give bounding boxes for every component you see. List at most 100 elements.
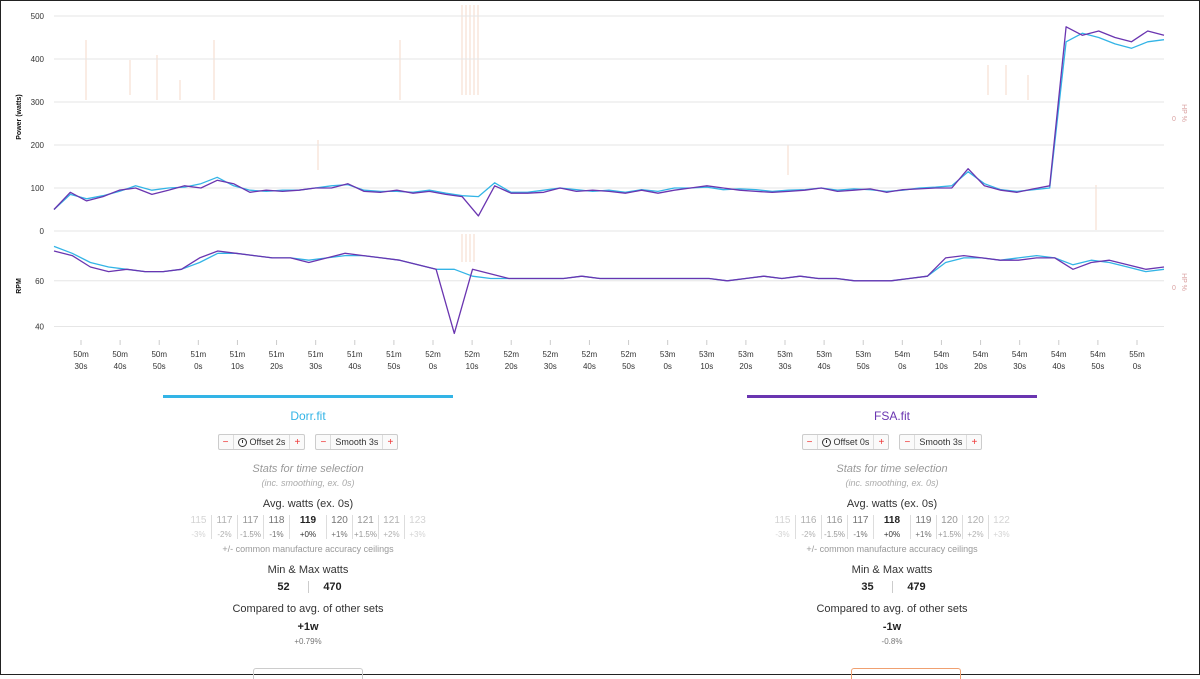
avg-cell: 117 -1% bbox=[847, 515, 873, 539]
x-tick-label: 53m bbox=[660, 350, 676, 359]
file-color-bar bbox=[747, 395, 1037, 398]
avg-cell-percent: -3% bbox=[775, 530, 790, 539]
time-axis: 50m 30s 50m 40s 50m 50s 51m 0s 51m 10s 51m 20s 51m 30… bbox=[73, 340, 1145, 371]
x-tick-label: 20s bbox=[974, 362, 987, 371]
avg-title: Avg. watts (ex. 0s) bbox=[846, 498, 938, 510]
y-tick-label: 40 bbox=[35, 323, 44, 332]
rpm-chart: 40 60 RPM HP % 0 bbox=[16, 245, 1187, 335]
smooth-plus-button[interactable]: + bbox=[387, 436, 394, 448]
x-tick-label: 0s bbox=[663, 362, 671, 371]
offset-minus-button[interactable]: − bbox=[222, 436, 229, 448]
x-tick-label: 54m bbox=[934, 350, 950, 359]
y-axis-label: RPM bbox=[16, 278, 23, 294]
x-tick-label: 51m bbox=[269, 350, 285, 359]
avg-cell-percent: -1% bbox=[853, 530, 868, 539]
file-name: Dorr.fit bbox=[290, 409, 326, 423]
avg-cell: 117 -2% bbox=[211, 515, 237, 539]
offset-value: Offset 2s bbox=[249, 437, 286, 447]
y-tick-label: 200 bbox=[31, 141, 45, 150]
avg-cell: 121 +1.5% bbox=[352, 515, 378, 539]
avg-cell: 121 +2% bbox=[378, 515, 404, 539]
x-tick-label: 20s bbox=[270, 362, 283, 371]
x-tick-label: 52m bbox=[425, 350, 441, 359]
x-tick-label: 40s bbox=[583, 362, 596, 371]
x-tick-label: 52m bbox=[621, 350, 637, 359]
chart-area[interactable]: 0 100 200 300 400 500 Power (watts) HP % 0 40 60 R… bbox=[0, 0, 1200, 380]
avg-cell: 120 +1.5% bbox=[936, 515, 962, 539]
y-tick-label: 500 bbox=[31, 12, 45, 21]
x-tick-label: 53m bbox=[816, 350, 832, 359]
avg-cell-watts: 123 bbox=[409, 515, 426, 526]
avg-cell-percent: +3% bbox=[993, 530, 1010, 539]
x-tick-label: 40s bbox=[818, 362, 831, 371]
x-tick-label: 54m bbox=[1012, 350, 1028, 359]
x-tick-label: 50s bbox=[857, 362, 870, 371]
x-tick-label: 54m bbox=[1090, 350, 1106, 359]
avg-cell-percent: +2% bbox=[967, 530, 984, 539]
avg-cell-percent: -1.5% bbox=[824, 530, 845, 539]
offset-plus-button[interactable]: + bbox=[294, 436, 301, 448]
avg-cell-watts: 116 bbox=[800, 515, 817, 526]
avg-cell-watts: 117 bbox=[242, 515, 259, 526]
x-tick-label: 52m bbox=[543, 350, 559, 359]
x-tick-label: 20s bbox=[505, 362, 518, 371]
controls: − Offset 0s + − Smooth 3s + bbox=[682, 434, 1102, 450]
x-tick-label: 53m bbox=[738, 350, 754, 359]
y-tick-label: 300 bbox=[31, 98, 45, 107]
action-button-left[interactable] bbox=[253, 668, 363, 679]
x-tick-label: 50m bbox=[73, 350, 89, 359]
avg-cell-watts: 115 bbox=[190, 515, 207, 526]
min-watts: 35 bbox=[861, 581, 874, 593]
avg-cell: 119 +0% bbox=[289, 515, 326, 539]
x-tick-label: 51m bbox=[191, 350, 207, 359]
x-tick-label: 50s bbox=[622, 362, 635, 371]
avg-cell-watts: 120 bbox=[967, 515, 984, 526]
compare-percent: +0.79% bbox=[294, 637, 322, 646]
x-tick-label: 40s bbox=[348, 362, 361, 371]
x-tick-label: 40s bbox=[114, 362, 127, 371]
smooth-minus-button[interactable]: − bbox=[904, 436, 911, 448]
avg-cell: 116 -1.5% bbox=[821, 515, 847, 539]
stats-subtitle: (inc. smoothing, ex. 0s) bbox=[261, 478, 355, 488]
clock-icon bbox=[821, 437, 831, 447]
x-tick-label: 50s bbox=[153, 362, 166, 371]
x-tick-label: 40s bbox=[1052, 362, 1065, 371]
x-tick-label: 50m bbox=[151, 350, 167, 359]
smooth-label: Smooth 3s bbox=[330, 435, 384, 449]
max-watts: 470 bbox=[307, 581, 357, 593]
smooth-minus-button[interactable]: − bbox=[320, 436, 327, 448]
avg-cell: 115 -3% bbox=[770, 515, 795, 539]
compare-title: Compared to avg. of other sets bbox=[232, 603, 384, 615]
minmax-title: Min & Max watts bbox=[267, 564, 349, 576]
action-button-right[interactable] bbox=[851, 668, 961, 679]
avg-cell: 123 +3% bbox=[404, 515, 430, 539]
x-tick-label: 51m bbox=[308, 350, 324, 359]
x-tick-label: 52m bbox=[503, 350, 519, 359]
x-tick-label: 50s bbox=[1091, 362, 1104, 371]
smooth-control: − Smooth 3s + bbox=[315, 434, 399, 450]
avg-cell: 120 +2% bbox=[962, 515, 988, 539]
offset-plus-button[interactable]: + bbox=[878, 436, 885, 448]
x-tick-label: 50m bbox=[112, 350, 128, 359]
y-axis-label: Power (watts) bbox=[16, 94, 23, 140]
smooth-plus-button[interactable]: + bbox=[971, 436, 978, 448]
avg-cell-watts: 120 bbox=[331, 515, 348, 526]
x-tick-label: 30s bbox=[75, 362, 88, 371]
x-tick-label: 10s bbox=[700, 362, 713, 371]
x-tick-label: 51m bbox=[230, 350, 246, 359]
avg-cell-watts: 116 bbox=[826, 515, 843, 526]
x-tick-label: 10s bbox=[466, 362, 479, 371]
right-axis-label: HP % bbox=[1180, 104, 1187, 122]
y-tick-label: 0 bbox=[40, 227, 45, 236]
offset-minus-button[interactable]: − bbox=[806, 436, 813, 448]
clock-icon bbox=[237, 437, 247, 447]
max-watts: 479 bbox=[891, 581, 941, 593]
x-tick-label: 0s bbox=[429, 362, 437, 371]
x-tick-label: 52m bbox=[582, 350, 598, 359]
y-tick-label: 60 bbox=[35, 277, 44, 286]
avg-cell-watts: 115 bbox=[774, 515, 791, 526]
offset-label: Offset 2s bbox=[232, 435, 291, 449]
file-panel-dorr: Dorr.fit − Offset 2s + − Smooth 3s + Sta… bbox=[98, 395, 518, 646]
x-tick-label: 0s bbox=[194, 362, 202, 371]
series-line-fsa bbox=[53, 26, 1165, 217]
